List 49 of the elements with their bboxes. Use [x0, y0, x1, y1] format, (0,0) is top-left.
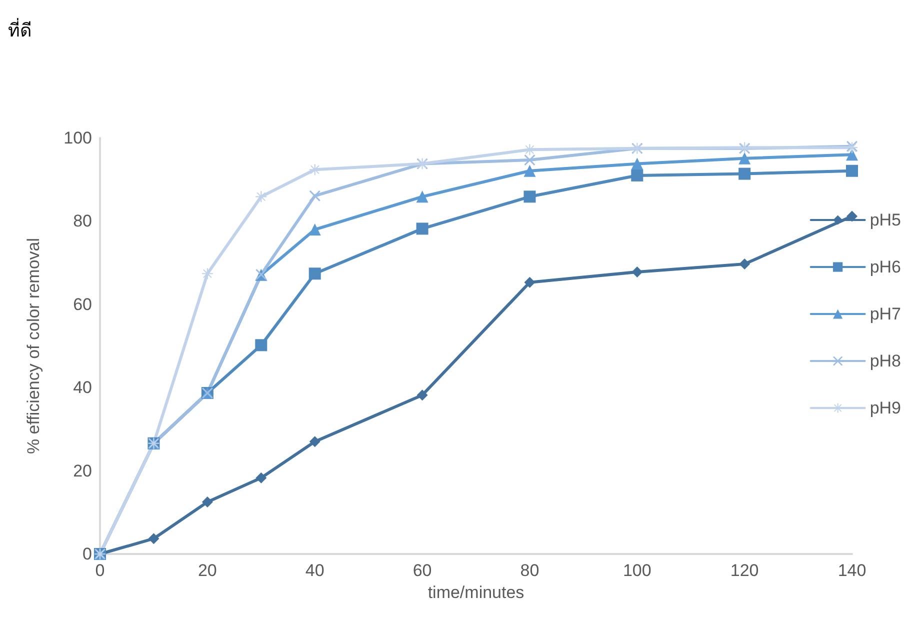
point: [309, 436, 320, 448]
y-tick-label: 20: [73, 461, 92, 480]
legend-label: pH6: [870, 258, 901, 276]
point: [309, 190, 320, 202]
legend-label: pH5: [870, 210, 901, 230]
legend-label: pH9: [870, 398, 901, 418]
x-axis-title: time/minutes: [428, 583, 524, 602]
y-tick-label: 0: [82, 544, 92, 564]
x-tick-label: 20: [198, 561, 217, 580]
x-tick-label: 140: [838, 561, 866, 580]
point: [524, 276, 536, 288]
text: ที่ดี: [8, 18, 32, 42]
legend-label: pH7: [870, 304, 901, 324]
y-tick-label: 80: [73, 212, 92, 231]
point: [738, 152, 751, 164]
point: [739, 258, 750, 270]
x-tick-label: 40: [305, 561, 324, 580]
point: [255, 339, 268, 352]
x-tick-label: 100: [622, 561, 652, 580]
point: [202, 268, 213, 280]
point: [416, 190, 428, 203]
point: [148, 533, 160, 544]
point: [416, 222, 428, 235]
point: [632, 266, 643, 278]
point: [631, 169, 644, 182]
point: [256, 472, 267, 484]
point: [846, 148, 858, 161]
x-tick-label: 120: [730, 561, 759, 580]
point: [524, 154, 536, 166]
point: [308, 224, 321, 236]
point: [416, 390, 428, 401]
x-tick-label: 0: [95, 561, 105, 580]
point: [846, 164, 858, 177]
point: [308, 268, 321, 280]
point: [524, 144, 536, 156]
y-tick-label: 100: [64, 128, 92, 148]
y-axis-title: % efficiency of color removal: [24, 238, 43, 454]
x-tick-label: 80: [520, 561, 540, 580]
y-tick-label: 40: [73, 378, 92, 398]
point: [738, 168, 751, 180]
point: [524, 190, 536, 203]
legend-label: pH8: [870, 352, 901, 370]
point: [309, 164, 320, 176]
x-tick-label: 60: [412, 561, 432, 580]
y-tick-label: 60: [73, 294, 92, 314]
point: [202, 496, 213, 508]
point: [256, 191, 267, 202]
point: [631, 158, 644, 170]
point: [524, 164, 536, 177]
